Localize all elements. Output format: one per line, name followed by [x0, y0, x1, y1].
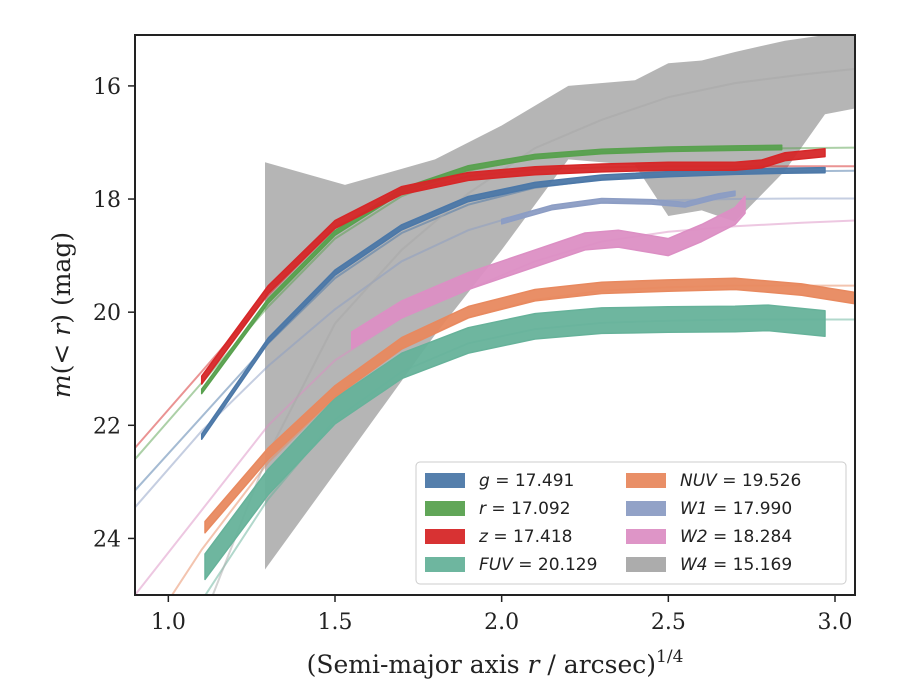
legend-label-fuv: FUV = 20.129 [479, 555, 597, 575]
y-tick-label: 18 [93, 188, 121, 213]
legend-swatch-nuv [626, 473, 666, 488]
series-fuv-profile [204, 304, 826, 581]
y-tick-label: 16 [93, 75, 121, 100]
series-nuv-profile [204, 277, 855, 534]
legend-label-r: r = 17.092 [479, 499, 571, 519]
legend-label-z: z = 17.418 [478, 527, 572, 547]
series-g-profile [200, 166, 826, 440]
x-axis-label: (Semi-major axis r / arcsec)1/4 [307, 647, 684, 679]
legend-label-w4: W4 = 15.169 [680, 555, 792, 575]
legend-box [415, 461, 847, 585]
plot-area [135, 35, 855, 595]
legend-label-g: g = 17.491 [479, 471, 574, 491]
legend-label-w1: W1 = 17.990 [680, 499, 792, 519]
legend: g = 17.491 r = 17.092 z = 17.418 FUV = 20.1… [415, 461, 847, 585]
y-axis-label: m(< r) (mag) [47, 232, 76, 398]
series-r-profile [200, 144, 783, 395]
x-tick-label: 3.0 [818, 610, 853, 635]
legend-label-nuv: NUV = 19.526 [680, 471, 801, 491]
legend-swatch-w1 [626, 501, 666, 516]
legend-swatch-g [425, 473, 465, 488]
legend-swatch-z [425, 529, 465, 544]
legend-swatch-fuv [425, 557, 465, 572]
y-tick-label: 24 [93, 527, 121, 552]
x-tick-label: 2.0 [484, 610, 519, 635]
axes: 1.0 1.5 2.0 2.5 3.0 16 18 20 22 24 [93, 75, 853, 635]
x-tick-label: 1.5 [318, 610, 353, 635]
x-tick-label: 1.0 [151, 610, 186, 635]
legend-label-w2: W2 = 18.284 [680, 527, 792, 547]
series-w2-profile [350, 195, 746, 350]
legend-swatch-w4 [626, 557, 666, 572]
legend-swatch-r [425, 501, 465, 516]
series-w1-profile [500, 190, 736, 225]
series-z-profile [200, 147, 826, 385]
legend-swatch-w2 [626, 529, 666, 544]
y-tick-label: 20 [93, 301, 121, 326]
plot-frame [134, 34, 856, 596]
y-tick-label: 22 [93, 414, 121, 439]
x-tick-label: 2.5 [651, 610, 686, 635]
